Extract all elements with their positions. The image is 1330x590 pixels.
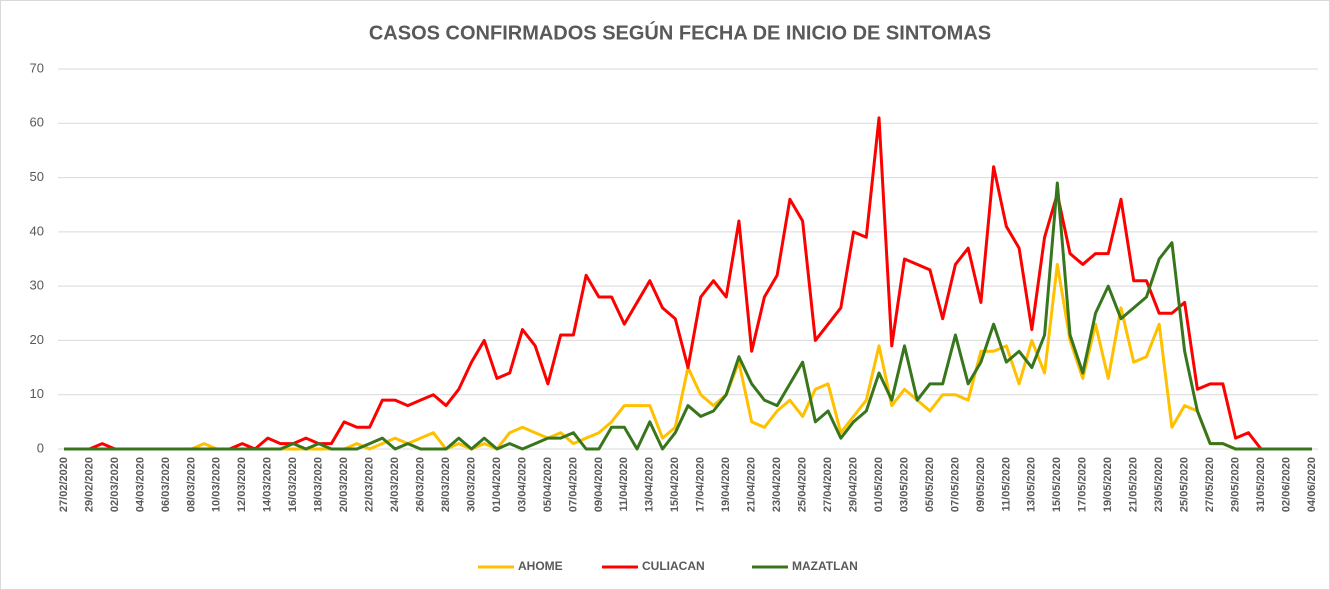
x-tick-label: 23/04/2020 [771,457,783,512]
x-tick-label: 01/05/2020 [873,457,885,512]
x-tick-label: 21/05/2020 [1128,457,1140,512]
x-tick-label: 04/03/2020 [134,457,146,512]
y-tick-label: 0 [37,440,44,455]
x-tick-label: 09/05/2020 [975,457,987,512]
y-tick-label: 40 [30,223,44,238]
y-tick-label: 20 [30,332,44,347]
series-line [64,181,1312,451]
x-tick-label: 15/04/2020 [669,457,681,512]
x-tick-label: 12/03/2020 [236,457,248,512]
x-tick-label: 07/05/2020 [949,457,961,512]
x-tick-label: 22/03/2020 [364,457,376,512]
x-tick-label: 02/06/2020 [1280,457,1292,512]
y-tick-label: 30 [30,278,44,293]
x-tick-label: 21/04/2020 [746,457,758,512]
x-tick-label: 31/05/2020 [1255,457,1267,512]
x-tick-label: 26/03/2020 [414,457,426,512]
x-tick-label: 11/04/2020 [618,457,630,511]
x-tick-label: 20/03/2020 [338,457,350,512]
x-tick-label: 05/05/2020 [924,457,936,512]
x-tick-label: 14/03/2020 [262,457,274,512]
x-tick-label: 23/05/2020 [1153,457,1165,512]
x-tick-label: 15/05/2020 [1051,457,1063,512]
legend-label: AHOME [518,559,563,573]
legend-label: CULIACAN [642,559,705,573]
x-tick-label: 17/04/2020 [695,457,707,512]
x-tick-label: 29/05/2020 [1229,457,1241,512]
x-tick-label: 24/03/2020 [389,457,401,512]
legend-label: MAZATLAN [792,559,858,573]
x-tick-label: 27/04/2020 [822,457,834,512]
chart-title: CASOS CONFIRMADOS SEGÚN FECHA DE INICIO … [369,20,991,44]
x-tick-label: 16/03/2020 [287,457,299,512]
x-tick-label: 03/04/2020 [516,457,528,512]
y-tick-label: 60 [30,115,44,130]
x-tick-label: 09/04/2020 [593,457,605,512]
y-tick-label: 50 [30,169,44,184]
x-tick-label: 25/05/2020 [1179,457,1191,512]
y-tick-label: 70 [30,60,44,75]
x-tick-label: 01/04/2020 [491,457,503,512]
x-tick-label: 28/03/2020 [440,457,452,512]
series-line [64,116,1312,451]
x-tick-label: 25/04/2020 [797,457,809,512]
x-tick-label: 29/02/2020 [83,457,95,512]
x-tick-label: 27/05/2020 [1204,457,1216,512]
x-tick-label: 29/04/2020 [847,457,859,512]
x-tick-label: 19/05/2020 [1102,457,1114,512]
x-tick-label: 17/05/2020 [1077,457,1089,512]
x-tick-label: 13/04/2020 [644,457,656,512]
x-tick-label: 08/03/2020 [185,457,197,512]
x-tick-label: 27/02/2020 [58,457,70,512]
x-tick-label: 19/04/2020 [720,457,732,512]
x-tick-label: 30/03/2020 [465,457,477,512]
x-tick-label: 05/04/2020 [542,457,554,512]
x-tick-label: 10/03/2020 [211,457,223,512]
x-tick-label: 06/03/2020 [160,457,172,512]
x-tick-label: 13/05/2020 [1026,457,1038,512]
x-tick-label: 03/05/2020 [898,457,910,512]
x-tick-label: 02/03/2020 [109,457,121,512]
y-tick-label: 10 [30,386,44,401]
x-tick-label: 18/03/2020 [313,457,325,512]
x-tick-label: 04/06/2020 [1306,457,1318,512]
x-tick-label: 11/05/2020 [1000,457,1012,511]
x-tick-label: 07/04/2020 [567,457,579,512]
